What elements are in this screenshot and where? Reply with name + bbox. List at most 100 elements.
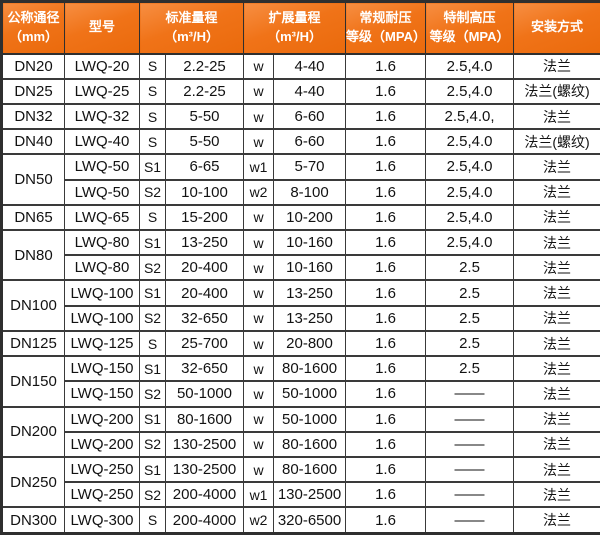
cell-model: LWQ-100	[64, 304, 140, 332]
cell-pn: 1.6	[345, 481, 427, 509]
cell-std: 50-1000	[164, 380, 245, 408]
table-row: LWQ-200 S2 130-2500 w 80-1600 1.6 —— 法兰	[2, 430, 600, 459]
cell-s: S	[139, 102, 166, 131]
table-row: DN65 LWQ-65 S 15-200 w 10-200 1.6 2.5,4.0 法兰	[1, 203, 600, 232]
cell-model: LWQ-250	[64, 481, 140, 509]
header-row: 公称通径 （mm） 型号 标准量程 （m³/H） 扩展量程 （m³/H） 常规耐压 等级（MPA…	[1, 0, 600, 55]
cell-mount: 法兰	[513, 405, 600, 433]
cell-ext: 6-60	[273, 102, 347, 131]
cell-w: w2	[243, 506, 275, 535]
cell-mount: 法兰	[513, 153, 600, 181]
cell-dn: DN40	[1, 128, 65, 156]
cell-ext: 4-40	[273, 52, 347, 80]
table-row: DN20 LWQ-20 S 2.2-25 w 4-40 1.6 2.5,4.0 法兰	[1, 52, 600, 80]
cell-s: S	[139, 128, 166, 156]
header-label: 等级（MPA）	[429, 28, 510, 44]
cell-w: w	[243, 355, 275, 383]
cell-dn: DN20	[1, 52, 65, 80]
cell-mount: 法兰	[513, 229, 600, 257]
cell-pn: 1.6	[345, 153, 427, 181]
cell-model: LWQ-150	[64, 355, 140, 383]
cell-model: LWQ-80	[64, 254, 140, 282]
header-label: 特制高压	[443, 9, 496, 25]
cell-pn: 1.6	[345, 279, 427, 307]
col-header-std: 标准量程 （m³/H）	[138, 0, 245, 55]
cell-w: w	[243, 279, 275, 307]
cell-std: 200-4000	[164, 506, 245, 535]
cell-pn: 1.6	[345, 304, 427, 332]
cell-pn: 1.6	[345, 355, 427, 383]
cell-hp: 2.5,4.0	[425, 203, 515, 232]
cell-mount: 法兰	[513, 329, 600, 358]
cell-mount: 法兰	[513, 430, 600, 459]
cell-pn: 1.6	[345, 229, 427, 257]
cell-s: S2	[139, 178, 166, 206]
cell-model: LWQ-65	[64, 203, 140, 232]
table-row: DN40 LWQ-40 S 5-50 w 6-60 1.6 2.5,4.0 法兰(螺纹)	[1, 128, 600, 156]
cell-hp: 2.5,4.0	[425, 153, 515, 181]
cell-w: w	[243, 52, 275, 80]
cell-s: S	[139, 52, 166, 80]
table-row: LWQ-80 S2 20-400 w 10-160 1.6 2.5 法兰	[2, 254, 600, 282]
cell-w: w	[243, 430, 275, 459]
cell-pn: 1.6	[345, 77, 427, 105]
cell-s: S1	[139, 455, 166, 484]
cell-ext: 320-6500	[273, 506, 347, 535]
col-header-model: 型号	[64, 0, 140, 55]
cell-hp: 2.5,4.0	[425, 52, 515, 80]
cell-hp: 2.5	[425, 254, 515, 282]
cell-std: 13-250	[164, 229, 245, 257]
cell-std: 20-400	[164, 279, 245, 307]
cell-dn: DN32	[1, 102, 65, 131]
header-label: （m³/H）	[267, 28, 322, 44]
cell-ext: 50-1000	[273, 405, 347, 433]
cell-w: w2	[243, 178, 275, 206]
cell-w: w	[243, 380, 275, 408]
cell-hp: 2.5	[425, 304, 515, 332]
cell-s: S	[139, 506, 166, 535]
cell-ext: 80-1600	[273, 355, 347, 383]
table-header: 公称通径 （mm） 型号 标准量程 （m³/H） 扩展量程 （m³/H） 常规耐压 等级（MPA…	[1, 0, 600, 55]
cell-std: 2.2-25	[164, 52, 245, 80]
cell-ext: 50-1000	[273, 380, 347, 408]
cell-hp: 2.5,4.0,	[425, 102, 515, 131]
cell-mount: 法兰	[513, 254, 600, 282]
cell-model: LWQ-40	[64, 128, 140, 156]
table-row: LWQ-150 S2 50-1000 w 50-1000 1.6 —— 法兰	[2, 380, 600, 408]
cell-pn: 1.6	[345, 203, 427, 232]
col-header-high: 特制高压等级（MPA）	[425, 0, 515, 55]
cell-pn: 1.6	[345, 455, 427, 484]
cell-dn: DN25	[1, 77, 65, 105]
cell-ext: 10-160	[273, 254, 347, 282]
cell-dn: DN80	[1, 229, 65, 282]
cell-w: w1	[243, 153, 275, 181]
cell-dn: DN150	[1, 355, 65, 408]
header-label: 安装方式	[531, 19, 584, 35]
cell-dn: DN65	[1, 203, 65, 232]
cell-pn: 1.6	[345, 430, 427, 459]
header-label: 标准量程	[165, 9, 218, 25]
cell-dn: DN200	[1, 405, 65, 459]
cell-model: LWQ-100	[64, 279, 140, 307]
cell-pn: 1.6	[345, 128, 427, 156]
table-body: DN20 LWQ-20 S 2.2-25 w 4-40 1.6 2.5,4.0 法兰 DN25 LW…	[1, 52, 600, 535]
col-header-ext: 扩展量程 （m³/H）	[243, 0, 347, 55]
cell-hp: ——	[425, 506, 515, 535]
cell-w: w	[243, 254, 275, 282]
cell-hp: ——	[425, 481, 515, 509]
header-label: （m³/H）	[164, 28, 219, 44]
cell-model: LWQ-300	[64, 506, 140, 535]
cell-w: w1	[243, 481, 275, 509]
cell-mount: 法兰	[513, 481, 600, 509]
col-header-dn: 公称通径 （mm）	[1, 0, 65, 55]
cell-std: 10-100	[164, 178, 245, 206]
cell-w: w	[243, 77, 275, 105]
cell-dn: DN50	[1, 153, 65, 206]
cell-dn: DN300	[1, 506, 65, 535]
cell-hp: 2.5,4.0	[425, 128, 515, 156]
table-row: DN100 LWQ-100 S1 20-400 w 13-250 1.6 2.5 法兰	[1, 279, 600, 332]
cell-w: w	[243, 203, 275, 232]
header-label: 常规耐压	[359, 9, 412, 25]
cell-model: LWQ-200	[64, 430, 140, 459]
cell-std: 32-650	[164, 304, 245, 332]
